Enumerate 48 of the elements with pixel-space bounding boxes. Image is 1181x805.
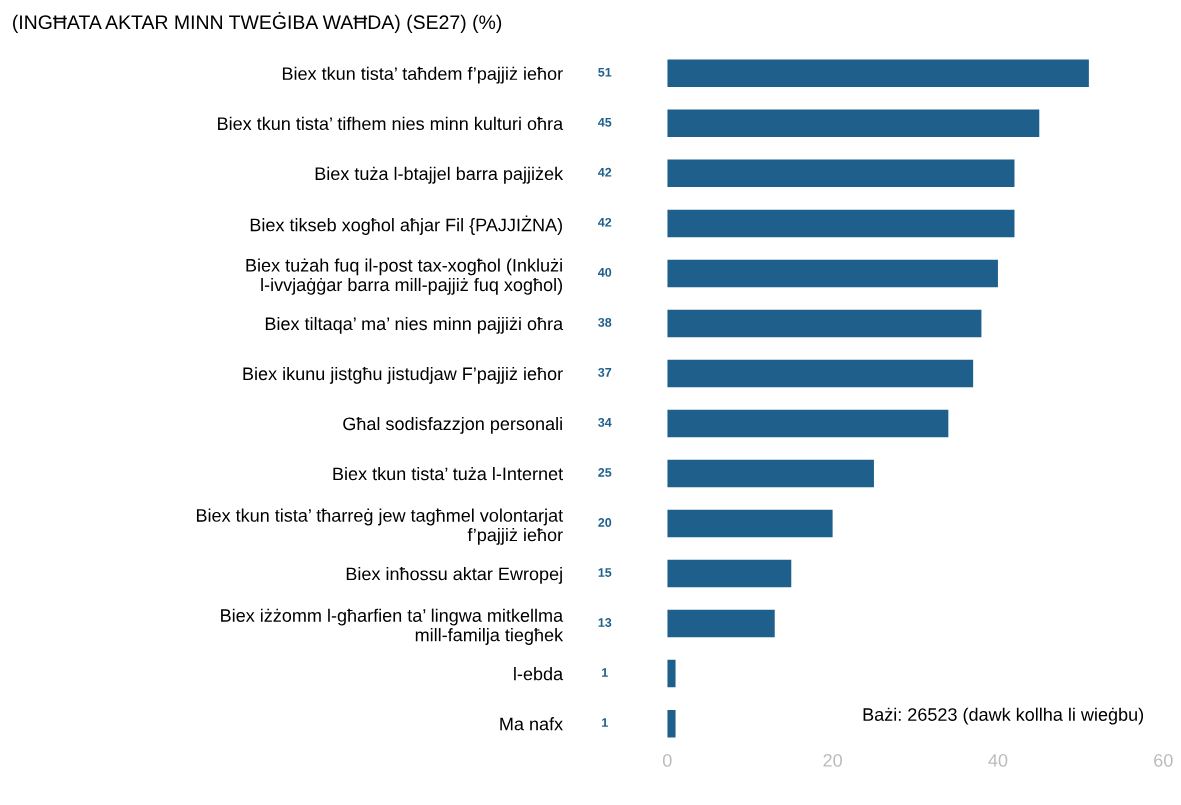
bar (667, 459, 874, 488)
bar (667, 709, 676, 738)
data-label: 51 (598, 67, 612, 77)
bar (667, 609, 775, 638)
data-label: 1 (602, 668, 608, 677)
data-label: 45 (598, 117, 612, 127)
y-tick-label: Biex tkun tista’ tuża l-Internet (333, 466, 563, 481)
x-tick-label: 20 (823, 753, 842, 767)
bar (667, 259, 998, 288)
bar (667, 359, 974, 388)
x-tick-label: 60 (1154, 753, 1173, 767)
bar (667, 659, 676, 688)
bar (667, 109, 1040, 138)
bar (667, 159, 1015, 188)
text: (INGĦATA AKTAR MINN TWEĠIBA WAĦDA) (SE27) (%) (13, 12, 502, 33)
y-tick-label: Biex tkun tista’ tħarreġ jew tagħmel volontarjat f’pajjiż ieħor (196, 508, 563, 545)
data-label: 40 (598, 267, 612, 277)
y-tick-label: Biex tużah fuq il-post tax-xogħol (Inklużi l-ivvjaġġar barra mill-pajjiż fuq xogħol) (246, 258, 562, 295)
x-tick-label: 40 (988, 753, 1008, 767)
y-tick-label: Biex tikseb xogħol aħjar Fil {PAJJIŻNA) (250, 215, 562, 235)
y-tick-label: Biex tkun tista’ tifhem nies minn kulturi oħra (218, 116, 564, 131)
data-label: 13 (598, 618, 612, 627)
y-tick-label: Għal sodisfazzjon personali (343, 416, 562, 434)
data-label: 15 (598, 568, 612, 577)
bar (667, 559, 792, 588)
bar (667, 309, 982, 338)
data-label: 37 (598, 367, 612, 377)
y-tick-label: l-ebda (514, 667, 564, 681)
y-tick-label: Biex ikunu jistgħu jistudjaw F’pajjiż ieħor (243, 366, 563, 384)
data-label: 1 (602, 718, 608, 727)
y-tick-label: Biex tuża l-btajjel barra pajjiżek (315, 166, 564, 184)
data-label: 38 (598, 317, 612, 327)
x-tick-label: 0 (662, 753, 672, 767)
y-tick-label: Biex tkun tista’ taħdem f’pajjiż ieħor (282, 66, 563, 84)
data-label: 42 (598, 167, 612, 177)
y-tick-label: Biex tiltaqa’ ma’ nies minn pajjiżi oħra (265, 316, 564, 334)
data-label: 42 (598, 217, 612, 227)
y-tick-label: Ma nafx (500, 717, 563, 731)
bar (667, 59, 1089, 88)
data-label: 25 (598, 468, 612, 477)
data-label: 20 (598, 518, 612, 527)
bar (667, 509, 833, 538)
y-tick-label: Biex iżżomm l-għarfien ta’ lingwa mitkellma mill-familja tiegħek (221, 608, 564, 645)
data-label: 34 (598, 417, 612, 427)
y-tick-label: Biex inħossu aktar Ewropej (346, 567, 562, 584)
bar (667, 409, 949, 438)
bar (667, 209, 1015, 238)
annotation: Bażi: 26523 (dawk kollha li wieġbu) (863, 707, 1144, 725)
